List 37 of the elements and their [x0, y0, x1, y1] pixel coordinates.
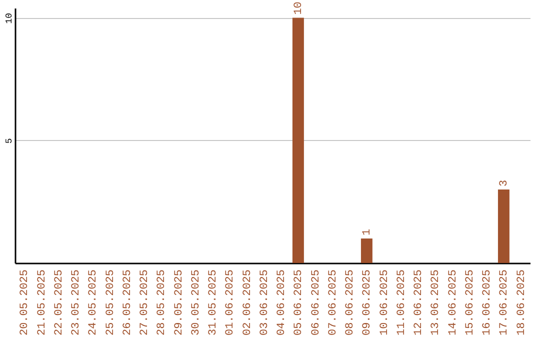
x-tick-label: 20.05.2025: [19, 270, 32, 336]
x-tick-label: 18.06.2025: [516, 270, 528, 336]
x-tick-label: 28.05.2025: [156, 270, 168, 336]
x-tick-label: 24.05.2025: [88, 270, 100, 336]
x-tick-label: 10.06.2025: [378, 270, 391, 336]
x-tick-label: 22.05.2025: [53, 270, 66, 336]
data-label: 10: [293, 2, 306, 15]
x-tick-label: 16.06.2025: [482, 270, 494, 336]
x-tick-label: 04.06.2025: [276, 270, 288, 336]
x-tick-label: 09.06.2025: [362, 270, 374, 336]
x-tick-label: 07.06.2025: [327, 270, 340, 336]
x-tick-label: 11.06.2025: [396, 270, 408, 336]
bar: [292, 18, 304, 263]
x-tick-label: 29.05.2025: [173, 270, 186, 336]
x-tick-label: 31.05.2025: [208, 270, 220, 336]
x-tick-label: 01.06.2025: [224, 270, 237, 336]
x-tick-label: 06.06.2025: [310, 270, 322, 336]
x-tick-label: 17.06.2025: [498, 270, 511, 336]
x-tick-label: 26.05.2025: [122, 270, 134, 336]
x-tick-label: 05.06.2025: [293, 270, 306, 336]
bar: [498, 189, 510, 263]
data-label: 3: [498, 180, 511, 186]
x-tick-label: 30.05.2025: [190, 270, 202, 336]
x-tick-label: 13.06.2025: [430, 270, 442, 336]
y-tick-label: 5: [4, 138, 14, 144]
x-tick-label: 21.05.2025: [36, 270, 48, 336]
x-tick-label: 23.05.2025: [70, 270, 83, 336]
x-tick-label: 25.05.2025: [104, 270, 117, 336]
x-tick-label: 08.06.2025: [344, 270, 357, 336]
x-tick-label: 27.05.2025: [139, 270, 152, 336]
x-tick-label: 12.06.2025: [413, 270, 426, 336]
x-tick-label: 15.06.2025: [464, 270, 476, 336]
x-tick-label: 14.06.2025: [447, 270, 460, 336]
data-label: 1: [362, 228, 374, 236]
bar: [360, 238, 372, 263]
x-tick-label: 03.06.2025: [258, 270, 271, 336]
x-tick-label: 02.06.2025: [242, 270, 254, 336]
